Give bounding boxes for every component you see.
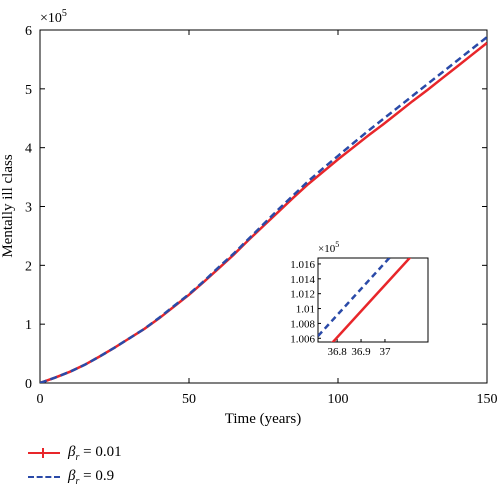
legend-marker bbox=[42, 448, 44, 458]
chart: 0 50 100 150 0 1 2 3 4 5 6 ×105 Time (years) Menta… bbox=[0, 8, 498, 427]
legend-label: βr = 0.01 bbox=[68, 443, 122, 463]
legend-label: βr = 0.9 bbox=[68, 467, 115, 487]
inset-series-line-0 bbox=[331, 258, 412, 342]
series-line-1 bbox=[40, 36, 487, 383]
x-tick-label: 50 bbox=[182, 392, 196, 407]
y-tick-label: 5 bbox=[25, 83, 32, 98]
legend-line-dashed bbox=[28, 476, 60, 478]
inset-y-tick-label: 1.006 bbox=[290, 333, 315, 345]
inset-x-tick-label: 36.8 bbox=[328, 346, 348, 358]
y-tick-label: 6 bbox=[25, 24, 32, 39]
inset-x-tick-label: 36.9 bbox=[351, 346, 371, 358]
y-axis-label: Mentally ill class bbox=[0, 154, 16, 257]
x-tick-label: 150 bbox=[477, 392, 498, 407]
inset-y-tick-label: 1.016 bbox=[290, 259, 315, 271]
inset-background bbox=[317, 257, 429, 343]
inset-y-multiplier: ×105 bbox=[318, 240, 339, 255]
inset-x-tick-label: 37 bbox=[379, 346, 391, 358]
inset-y-tick-label: 1.012 bbox=[290, 289, 315, 301]
x-tick-label: 0 bbox=[37, 392, 44, 407]
x-axis-label: Time (years) bbox=[225, 411, 302, 427]
y-tick-label: 2 bbox=[25, 259, 32, 274]
y-tick-label: 1 bbox=[25, 318, 32, 333]
y-tick-label: 4 bbox=[25, 142, 32, 157]
y-tick-label: 3 bbox=[25, 201, 32, 216]
inset-y-tick-label: 1.01 bbox=[296, 304, 315, 316]
legend: βr = 0.01 βr = 0.9 bbox=[0, 438, 300, 497]
inset-y-tick-label: 1.008 bbox=[290, 318, 315, 330]
legend-item-beta-001: βr = 0.01 bbox=[28, 442, 122, 464]
y-multiplier: ×105 bbox=[40, 8, 67, 26]
y-tick-label: 0 bbox=[25, 377, 32, 392]
legend-line-solid bbox=[28, 448, 60, 458]
inset-series-line-1 bbox=[318, 258, 391, 337]
inset-y-tick-label: 1.014 bbox=[290, 274, 315, 286]
x-tick-label: 100 bbox=[328, 392, 349, 407]
legend-item-beta-09: βr = 0.9 bbox=[28, 466, 114, 488]
